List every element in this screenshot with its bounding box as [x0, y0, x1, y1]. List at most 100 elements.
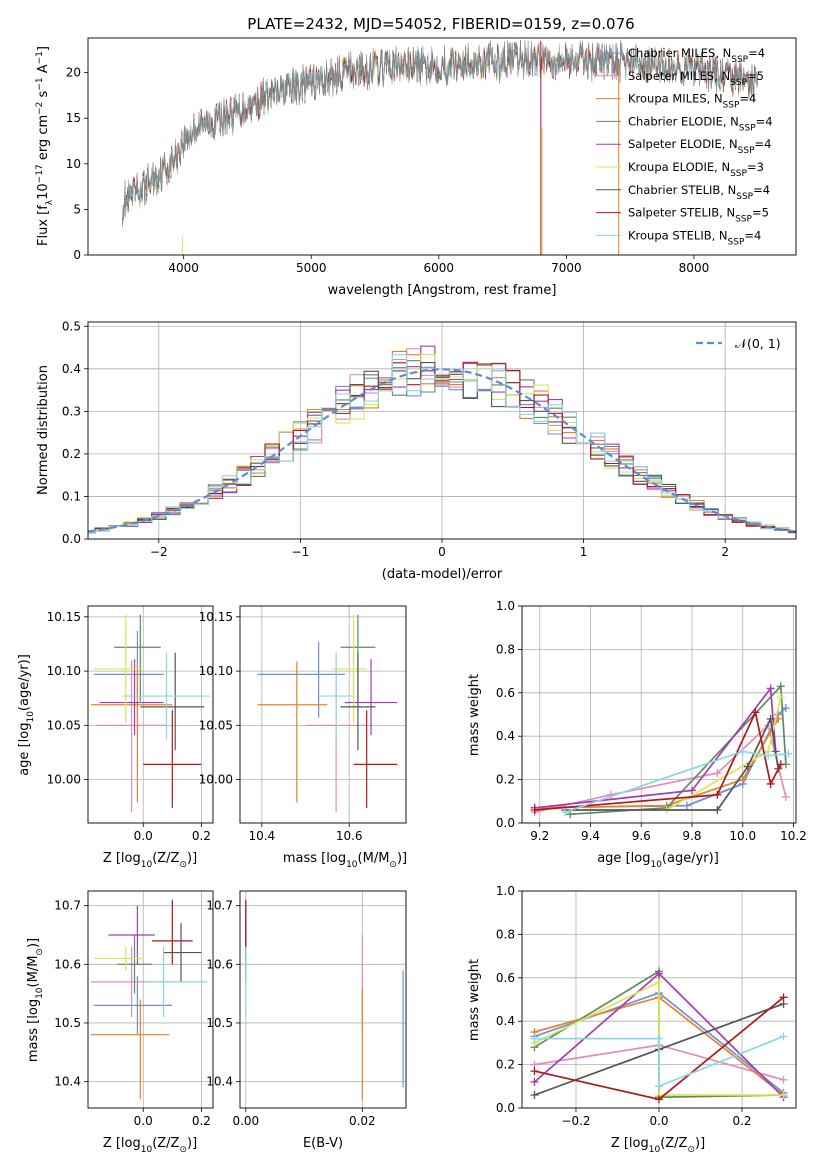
- y-tick-label: 10.5: [54, 1016, 81, 1030]
- errorbar-point: [353, 710, 398, 808]
- x-axis-label-part: mass [log: [283, 851, 346, 866]
- errorbar-point: [114, 614, 161, 702]
- plot-area: [88, 345, 796, 534]
- errorbar-point: [99, 659, 164, 736]
- legend-entry-part: Kroupa STELIB, N: [628, 228, 728, 242]
- x-tick-label: 0.0: [649, 1114, 668, 1128]
- x-tick-label: 9.2: [530, 829, 549, 843]
- errorbar-point: [340, 652, 376, 751]
- weight-marker: [766, 684, 775, 693]
- errorbar-point: [344, 659, 398, 736]
- panel-spectrum: 4000 5000 6000 7000 8000 0 5 10 15 20 wavelength […: [35, 37, 797, 298]
- y-tick-label: 10.00: [199, 773, 233, 787]
- weight-marker: [764, 751, 773, 760]
- legend-entry-part: =4: [755, 137, 772, 151]
- x-tick-label: 0.2: [192, 1114, 211, 1128]
- y-tick-label: 0: [73, 248, 81, 262]
- weight-marker: [781, 703, 790, 712]
- errorbar-point: [122, 652, 211, 740]
- x-tick-label: −1: [292, 545, 310, 559]
- x-tick-label: 10.0: [729, 829, 756, 843]
- weight-marker: [655, 1095, 663, 1104]
- y-axis-label: mass weight: [467, 674, 482, 756]
- x-axis-label-part: )]: [187, 1136, 197, 1151]
- y-axis-label-part: (M/M: [26, 956, 41, 988]
- panel-age_vs_mass: 10.4 10.6 10.00 10.05 10.10 10.15 mass [log10(…: [199, 605, 407, 870]
- legend-entry: Kroupa STELIB, NSSP=4: [628, 228, 761, 247]
- y-tick-label: 0.1: [62, 489, 81, 503]
- x-tick-label: 5000: [296, 261, 327, 275]
- x-tick-label: 0.0: [134, 1114, 153, 1128]
- x-axis-label-part: 10: [650, 860, 662, 870]
- y-axis-label-part: −1: [35, 77, 45, 90]
- weight-marker: [779, 1032, 788, 1041]
- y-tick-label: 0.4: [496, 729, 515, 743]
- weight-marker: [779, 1090, 788, 1099]
- y-axis-label-part: ]: [36, 46, 51, 51]
- x-axis-label-part: (age/yr)]: [662, 851, 719, 866]
- y-axis-label: Flux [fλ10−17 erg cm−2 s−1 A−1]: [35, 46, 55, 246]
- y-axis-label-part: mass [log: [26, 999, 41, 1062]
- weight-marker: [738, 775, 747, 784]
- histogram-step: [88, 354, 796, 534]
- y-tick-label: 10.10: [47, 664, 81, 678]
- legend-entry-part: Kroupa MILES, N: [628, 92, 723, 106]
- plot-area: [530, 967, 788, 1104]
- weight-marker: [682, 801, 691, 810]
- legend-entry-part: Salpeter MILES, N: [628, 69, 730, 83]
- x-axis-label: E(B-V): [303, 1136, 343, 1151]
- x-tick-label: 0.2: [732, 1114, 751, 1128]
- errorbar-point: [146, 946, 208, 1018]
- y-axis-label: age [log10(age/yr)]: [17, 654, 36, 776]
- x-tick-label: 4000: [168, 261, 199, 275]
- y-tick-label: 0.6: [496, 686, 515, 700]
- x-axis-label: wavelength [Angstrom, rest frame]: [328, 283, 557, 298]
- errorbar-point: [93, 614, 144, 724]
- x-tick-label: 9.8: [682, 829, 701, 843]
- legend-entry-part: SSP: [736, 192, 753, 202]
- legend-entry-part: =5: [747, 69, 764, 83]
- x-axis-label-part: (Z/Z: [660, 1136, 687, 1151]
- weight-marker: [530, 1034, 539, 1043]
- legend-entry-part: SSP: [723, 101, 740, 111]
- panel-mass_vs_EBV: 0.00 0.02 10.4 10.5 10.6 10.7 E(B-V): [206, 890, 407, 1151]
- x-tick-label: 6000: [424, 261, 455, 275]
- x-axis-label-part: )]: [695, 1136, 705, 1151]
- y-tick-label: 0.2: [496, 773, 515, 787]
- legend-entry: Chabrier ELODIE, NSSP=4: [628, 114, 773, 133]
- weight-marker: [738, 747, 747, 756]
- legend-entry-part: =4: [756, 114, 773, 128]
- legend-entry: 𝒩(0, 1): [735, 336, 781, 351]
- x-axis-label-part: ⊙: [179, 1145, 187, 1155]
- y-tick-label: 0.3: [62, 404, 81, 418]
- weight-line: [534, 707, 787, 809]
- legend-entry-part: Chabrier MILES, N: [628, 46, 731, 60]
- y-tick-label: 20: [66, 66, 81, 80]
- y-tick-label: 10.5: [206, 1016, 233, 1030]
- y-tick-label: 0.5: [62, 319, 81, 333]
- errorbar-point: [151, 899, 193, 965]
- legend-entry-part: Chabrier STELIB, N: [628, 183, 736, 197]
- legend-entry: Salpeter STELIB, NSSP=5: [628, 206, 769, 225]
- x-axis-label-part: 10: [346, 860, 358, 870]
- panel-massweight_vs_age: 9.2 9.4 9.6 9.8 10.0 10.2 0.0 0.2 0.4 0.6 0.8 1.0 ag…: [467, 599, 807, 870]
- weight-line: [534, 709, 782, 811]
- errorbar-point: [143, 710, 202, 808]
- weight-marker: [713, 769, 722, 778]
- y-tick-label: 0.0: [496, 1101, 515, 1115]
- errorbar-point: [117, 934, 152, 994]
- figure-title: PLATE=2432, MJD=54052, FIBERID=0159, z=0…: [247, 15, 634, 33]
- x-axis-label-part: )]: [187, 851, 197, 866]
- y-tick-label: 10.00: [47, 773, 81, 787]
- y-tick-label: 10.4: [54, 1075, 81, 1089]
- legend-entry-part: =3: [747, 160, 764, 174]
- errorbar-point: [108, 905, 155, 965]
- weight-marker: [776, 682, 785, 691]
- y-tick-label: 10.10: [199, 664, 233, 678]
- y-tick-label: 0.8: [496, 927, 515, 941]
- errorbar-point: [257, 641, 345, 718]
- x-axis-label-part: )]: [397, 851, 407, 866]
- axes-frame: [239, 605, 407, 824]
